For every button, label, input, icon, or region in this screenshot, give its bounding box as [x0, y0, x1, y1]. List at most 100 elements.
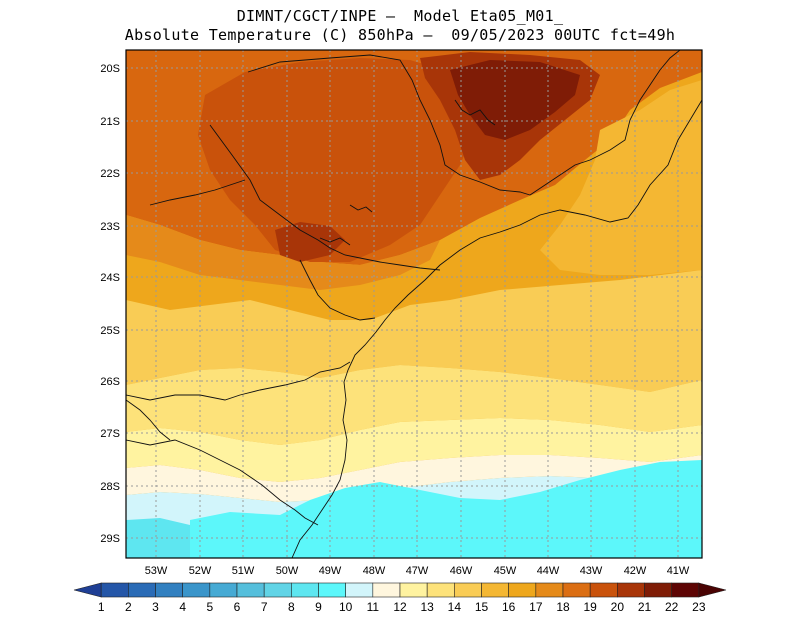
- colorbar-label: 13: [420, 600, 434, 614]
- lat-label: 26S: [100, 376, 120, 388]
- colorbar-label: 10: [339, 600, 353, 614]
- temperature-field: [126, 50, 702, 558]
- colorbar-label: 12: [393, 600, 407, 614]
- warm-core-20: [198, 58, 475, 262]
- colorbar-swatch: [617, 582, 645, 598]
- border-sc-rs: [126, 439, 319, 526]
- colorbar-swatch: [698, 582, 727, 598]
- colorbar-label: 9: [315, 600, 322, 614]
- colorbar-swatch: [128, 582, 156, 598]
- lon-label: 52W: [189, 565, 212, 577]
- colorbar-swatch: [263, 582, 292, 598]
- lon-label: 44W: [537, 565, 560, 577]
- lat-label: 24S: [100, 272, 120, 284]
- colorbar-swatch: [372, 582, 401, 598]
- lon-label: 50W: [276, 565, 299, 577]
- lon-label: 48W: [363, 565, 386, 577]
- colorbar-swatch: [399, 582, 428, 598]
- border-pr-sp: [209, 124, 441, 271]
- border-mg-rj-es: [529, 50, 681, 196]
- lat-label: 22S: [100, 168, 120, 180]
- colorbar-swatch: [155, 582, 183, 598]
- lon-label: 49W: [319, 565, 342, 577]
- colorbar-swatch: [535, 582, 564, 598]
- lake-furnas: [454, 99, 496, 126]
- lat-label: 27S: [100, 428, 120, 440]
- border-argentina: [126, 399, 171, 441]
- lon-label: 41W: [667, 565, 690, 577]
- border-pr-sc: [126, 361, 351, 401]
- colorbar-swatch: [345, 582, 374, 598]
- colorbar-label: 4: [179, 600, 186, 614]
- lake-parana: [349, 204, 373, 213]
- colorbar-label: 2: [125, 600, 132, 614]
- lon-label: 43W: [580, 565, 603, 577]
- colorbar-swatch: [182, 582, 211, 598]
- cool-band-14: [126, 365, 702, 445]
- colorbar-label: 16: [502, 600, 516, 614]
- border-sp-mg: [247, 54, 531, 196]
- colorbar-swatch: [508, 582, 537, 598]
- colorbar-label: 6: [234, 600, 241, 614]
- colorbar-label: 22: [665, 600, 679, 614]
- colorbar-label: 1: [98, 600, 105, 614]
- cool-band-13: [126, 418, 702, 482]
- colorbar-swatch: [291, 582, 319, 598]
- warm-spot-21: [275, 222, 345, 262]
- cool-band-15: [126, 270, 702, 392]
- border-pr-sp-south: [299, 259, 376, 321]
- colorbar-swatch: [209, 582, 238, 598]
- colorbar-label: 15: [475, 600, 489, 614]
- colorbar: 1 2 3 4 5 6 7 8 9 10 11 12 13 14 15 16 17 18 19 20 21 22 23: [73, 582, 727, 614]
- colorbar-swatch: [671, 582, 700, 598]
- colorbar-label: 23: [692, 600, 706, 614]
- lon-label: 45W: [494, 565, 517, 577]
- colorbar-swatch: [644, 582, 672, 598]
- lat-label: 21S: [100, 116, 120, 128]
- colorbar-label: 7: [261, 600, 268, 614]
- colorbar-swatch: [589, 582, 618, 598]
- lat-label: 23S: [100, 221, 120, 233]
- colorbar-swatch: [73, 582, 102, 598]
- coastline: [291, 99, 702, 558]
- plot-frame: [125, 49, 703, 559]
- lake-tiete: [319, 237, 351, 246]
- lat-axis: 20S 21S 22S 23S 24S 25S 26S 27S 28S 29S: [100, 63, 120, 545]
- colorbar-label: 18: [556, 600, 570, 614]
- colorbar-swatch: [318, 582, 346, 598]
- lat-label: 29S: [100, 533, 120, 545]
- colorbar-label: 8: [288, 600, 295, 614]
- colorbar-swatch: [426, 582, 455, 598]
- warm-band-18: [126, 215, 440, 290]
- colorbar-label: 17: [529, 600, 543, 614]
- colorbar-swatch: [236, 582, 265, 598]
- lon-label: 42W: [624, 565, 647, 577]
- map-title: DIMNT/CGCT/INPE – Model Eta05_M01_: [236, 7, 564, 25]
- cool-band-12: [126, 455, 702, 502]
- colorbar-label: 19: [583, 600, 597, 614]
- lon-label: 51W: [232, 565, 255, 577]
- lat-label: 25S: [100, 325, 120, 337]
- lon-label: 47W: [406, 565, 429, 577]
- lat-label: 20S: [100, 63, 120, 75]
- lon-label: 53W: [145, 565, 168, 577]
- colorbar-label: 14: [448, 600, 462, 614]
- gridlines: [126, 50, 702, 558]
- colorbar-label: 11: [367, 600, 380, 614]
- colorbar-swatch: [562, 582, 591, 598]
- colorbar-label: 21: [638, 600, 652, 614]
- colorbar-label: 5: [206, 600, 213, 614]
- boundaries: [126, 50, 702, 558]
- lat-label: 28S: [100, 481, 120, 493]
- colorbar-swatch: [481, 582, 509, 598]
- colorbar-swatch: [454, 582, 482, 598]
- lon-axis: 53W 52W 51W 50W 49W 48W 47W 46W 45W 44W …: [145, 565, 690, 577]
- colorbar-label: 3: [152, 600, 159, 614]
- map-subtitle: Absolute Temperature (C) 850hPa – 09/05/…: [124, 26, 676, 44]
- border-ms-pr: [149, 179, 246, 206]
- lon-label: 46W: [450, 565, 473, 577]
- colorbar-label: 20: [611, 600, 625, 614]
- cool-core-10: [190, 460, 702, 558]
- colorbar-swatch: [100, 582, 129, 598]
